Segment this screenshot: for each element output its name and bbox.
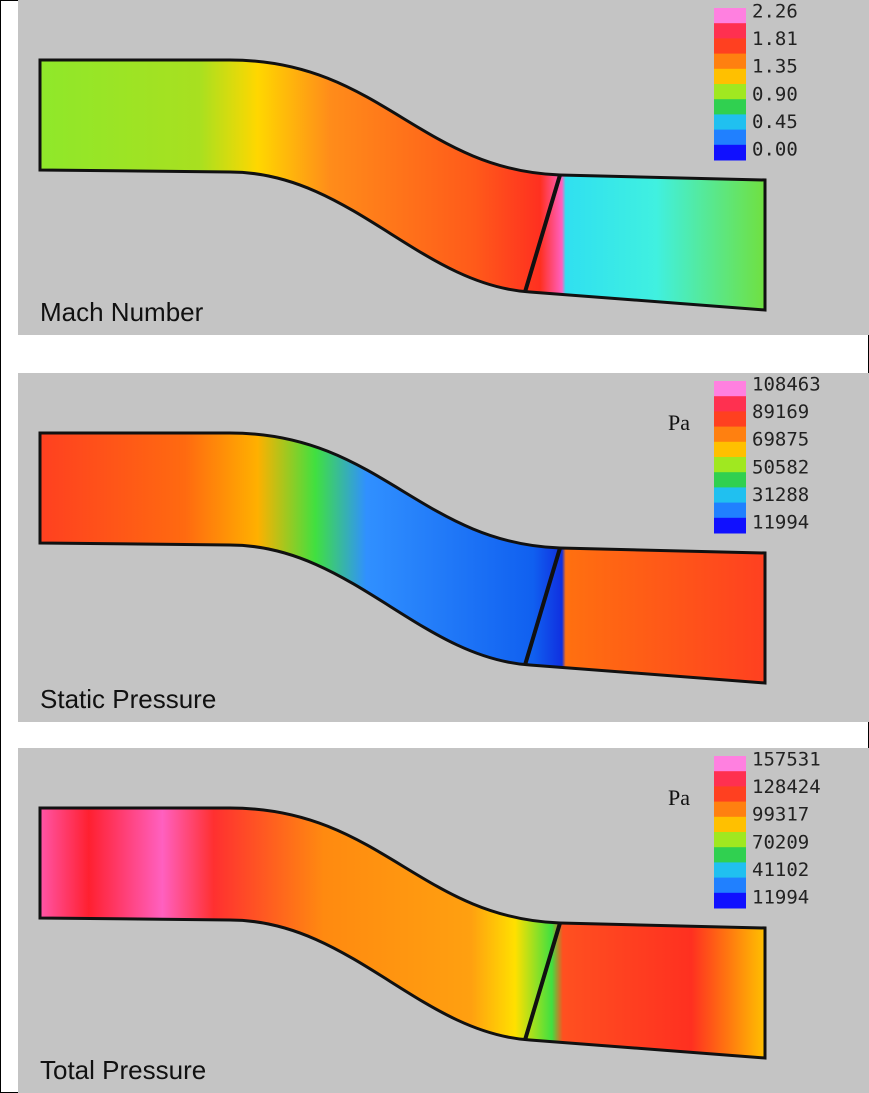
colorbar-band [714,442,746,458]
colorbar-label: 128424 [752,776,821,798]
colorbar-band [714,84,746,100]
panel: 2.26 1.81 1.35 0.90 0.45 0.00 Mach Number [18,0,869,335]
unit-label: Pa [668,410,690,435]
colorbar-band [714,38,746,54]
colorbar-band [714,487,746,503]
panel-title: Static Pressure [40,684,216,714]
colorbar-band [714,69,746,85]
colorbar-label: 70209 [752,831,809,853]
colorbar-band [714,503,746,519]
colorbar-label: 2.26 [752,1,798,23]
colorbar-label: 41102 [752,859,809,881]
colorbar-band [714,99,746,115]
colorbar-band [714,145,746,161]
colorbar-label: 31288 [752,484,809,506]
colorbar-band [714,457,746,473]
colorbar-label: 108463 [752,374,821,396]
colorbar-band [714,802,746,818]
colorbar-band [714,893,746,909]
colorbar-band [714,756,746,772]
colorbar-band [714,427,746,443]
panel: 108463 89169 69875 50582 31288 11994 Pa Static … [18,373,869,722]
colorbar-label: 11994 [752,887,809,909]
colorbar-band [714,396,746,412]
colorbar-label: 50582 [752,456,809,478]
colorbar-band [714,817,746,833]
colorbar-band [714,518,746,534]
colorbar-band [714,847,746,863]
colorbar-label: 1.81 [752,28,798,50]
figure: 2.26 1.81 1.35 0.90 0.45 0.00 Mach Number 10846… [0,0,869,1093]
unit-label: Pa [668,785,690,810]
colorbar-label: 1.35 [752,56,798,78]
colorbar-label: 89169 [752,401,809,423]
colorbar-label: 0.00 [752,139,798,161]
colorbar-band [714,771,746,787]
colorbar-band [714,832,746,848]
colorbar-band [714,23,746,39]
colorbar-band [714,8,746,24]
panel: 157531 128424 99317 70209 41102 11994 Pa Total … [18,748,869,1093]
panel-title: Total Pressure [40,1055,206,1085]
colorbar-band [714,130,746,146]
colorbar-label: 99317 [752,804,809,826]
colorbar-band [714,786,746,802]
colorbar-label: 0.90 [752,83,798,105]
colorbar-band [714,114,746,130]
colorbar-band [714,381,746,397]
colorbar-band [714,472,746,488]
colorbar-band [714,862,746,878]
panel-title: Mach Number [40,297,204,327]
colorbar-band [714,411,746,427]
colorbar-label: 0.45 [752,111,798,133]
colorbar-label: 157531 [752,749,821,771]
colorbar-label: 11994 [752,512,809,534]
colorbar-label: 69875 [752,429,809,451]
colorbar-band [714,54,746,70]
colorbar-band [714,878,746,894]
